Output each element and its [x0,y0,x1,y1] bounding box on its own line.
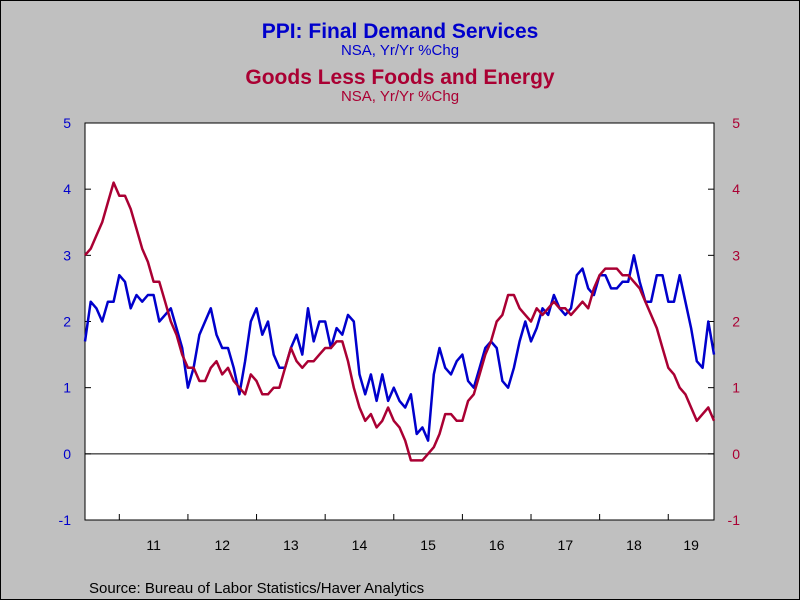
y-tick-label-left: -1 [59,512,72,528]
plot-area [84,122,715,521]
y-tick-label-right: 1 [732,380,740,396]
x-axis: 11 12 13 14 15 16 17 18 19 [118,514,699,553]
y-tick-label-right: 0 [732,446,740,462]
x-tick-label: 16 [489,537,505,553]
y-tick-label-left: 3 [63,247,71,263]
x-tick-label: 15 [420,537,436,553]
y-tick-label-right: 5 [732,115,740,131]
series-lines [83,181,716,462]
x-tick-label: 18 [626,537,642,553]
x-tick-label: 13 [283,537,299,553]
subtitle-1: NSA, Yr/Yr %Chg [341,42,459,59]
y-tick-label-left: 5 [63,115,71,131]
x-tick-label: 12 [214,537,230,553]
x-tick-label: 17 [558,537,574,553]
x-tick-label: 14 [352,537,368,553]
series-line-ppi-services [83,254,716,442]
subtitle-2: NSA, Yr/Yr %Chg [341,88,459,105]
y-tick-label-left: 0 [63,446,71,462]
y-tick-label-right: 4 [732,181,740,197]
y-tick-label-right: 2 [732,314,740,330]
y-tick-label-left: 2 [63,314,71,330]
title-1: PPI: Final Demand Services [262,20,539,43]
y-tick-label-right: -1 [728,512,741,528]
right-axis: -1 0 1 2 3 4 5 [708,115,740,528]
y-tick-label-right: 3 [732,247,740,263]
source-note: Source: Bureau of Labor Statistics/Haver… [89,580,424,597]
x-tick-label: 11 [146,537,161,553]
y-tick-label-left: 1 [63,380,71,396]
series-line-goods-less-food-energy [84,181,716,462]
title-2: Goods Less Foods and Energy [245,66,555,89]
y-tick-label-left: 4 [63,181,71,197]
x-tick-label: 19 [683,537,699,553]
